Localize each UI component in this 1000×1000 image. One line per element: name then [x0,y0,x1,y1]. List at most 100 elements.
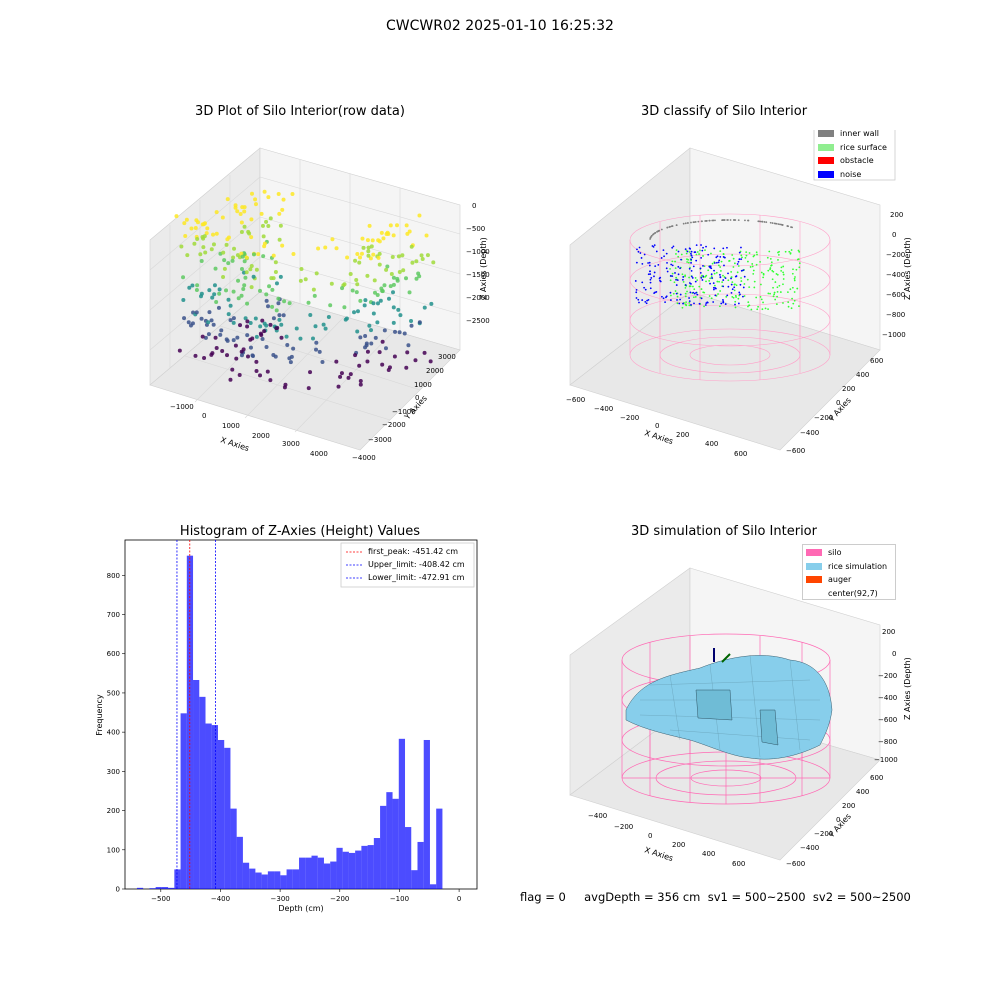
raw-point [245,324,250,329]
inner-wall-point [654,231,657,234]
legend-first-peak: first_peak: -451.42 cm [368,547,458,556]
rice-surface-point [696,279,699,281]
raw-point [409,318,414,323]
raw-point [242,283,247,288]
rice-surface-point [775,303,778,306]
rice-surface-point [755,296,758,299]
noise-point [645,302,648,305]
noise-point [718,259,721,262]
rice-surface-point [793,291,796,293]
raw-point [377,262,382,267]
rice-surface-point [798,262,801,265]
raw-point [260,337,265,342]
rice-surface-point [769,268,771,271]
raw-point [372,278,377,283]
raw-point [359,251,364,256]
noise-point [699,267,702,270]
rice-surface-point [676,302,679,305]
rice-surface-point [767,308,769,310]
raw-point [375,292,380,297]
raw-point [384,267,389,272]
rice-surface-point [773,293,776,296]
rice-surface-point [743,283,746,285]
histogram-bar [211,725,218,889]
rice-surface-point [713,272,716,275]
rice-surface-point [798,305,800,308]
classify-legend-entries: inner wall rice surface obstacle noise [818,127,887,181]
classify-y-tick: 0 [836,399,840,407]
rice-surface-point [692,285,694,288]
figure-title: CWCWR02 2025-01-10 16:25:32 [386,18,614,34]
raw-point [222,258,227,263]
raw-point [212,283,217,288]
raw-point [406,343,411,348]
noise-point [637,298,640,301]
histogram-bar [199,696,206,889]
rice-surface-point [686,261,688,263]
histogram-bar [249,868,256,889]
classify-z-tick: −400 [886,271,905,279]
simulation-x-tick: 400 [702,850,715,858]
rice-surface-point [692,296,695,299]
rice-surface-point [782,265,785,268]
histogram-chart: −500 −400 −300 −200 −100 0 0 100 200 300 400 500 60… [95,539,478,913]
noise-point [664,301,666,304]
classify-y-tick: 600 [870,357,883,365]
rice-surface-point [693,288,696,291]
noise-point [734,303,736,306]
noise-point [693,302,695,305]
legend-swatch-obstacle [818,157,834,164]
raw-point [258,288,263,293]
noise-point [742,286,745,289]
raw-point [320,359,325,364]
rice-surface-point [768,250,771,253]
raw-point [369,328,374,333]
classify-x-tick: 0 [655,422,659,430]
rice-surface-point [755,263,758,266]
rice-surface-point [744,256,747,259]
raw-point [358,382,363,387]
noise-point [720,302,723,305]
raw-point [261,234,266,239]
noise-point [716,255,719,258]
rice-surface-point [736,271,739,274]
raw-point [371,311,376,316]
noise-point [647,273,650,276]
simulation-3d-plot: −400 −200 0 200 400 600 X Axies 600 400 … [569,567,912,868]
classify-y-tick: −200 [814,414,833,422]
rice-surface-point [728,260,730,262]
raw-point [198,252,203,257]
noise-point [726,294,729,297]
simulation-y-tick: −200 [814,830,833,838]
rice-surface-point [684,295,687,298]
raw-point [404,223,409,228]
histogram-bar [373,838,381,889]
rice-surface-point [762,301,764,304]
inner-wall-point [660,228,663,231]
raw-point [336,384,341,389]
histogram-y-tick-label: 800 [107,572,120,580]
raw-point [239,267,244,272]
raw-point [310,336,315,341]
legend-swatch-center [806,590,822,597]
inner-wall-point [704,220,707,222]
raw-x-tick: 1000 [222,422,240,430]
raw-point [195,283,200,288]
raw-point [391,275,396,280]
noise-point [739,283,742,286]
rice-surface-point [730,271,733,273]
inner-wall-point [668,226,671,228]
raw-point [355,282,360,287]
raw-y-tick: 1000 [414,381,432,389]
raw-point [326,315,331,320]
raw-point [316,246,321,251]
rice-surface-point [681,306,684,309]
raw-point [258,331,263,336]
rice-surface-point [740,280,743,282]
raw-point [239,220,244,225]
raw-point [207,310,212,315]
legend-lower-limit: Lower_limit: -472.91 cm [368,573,465,582]
rice-surface-point [776,273,779,276]
raw-point [364,341,369,346]
raw-x-tick: −1000 [170,403,194,411]
